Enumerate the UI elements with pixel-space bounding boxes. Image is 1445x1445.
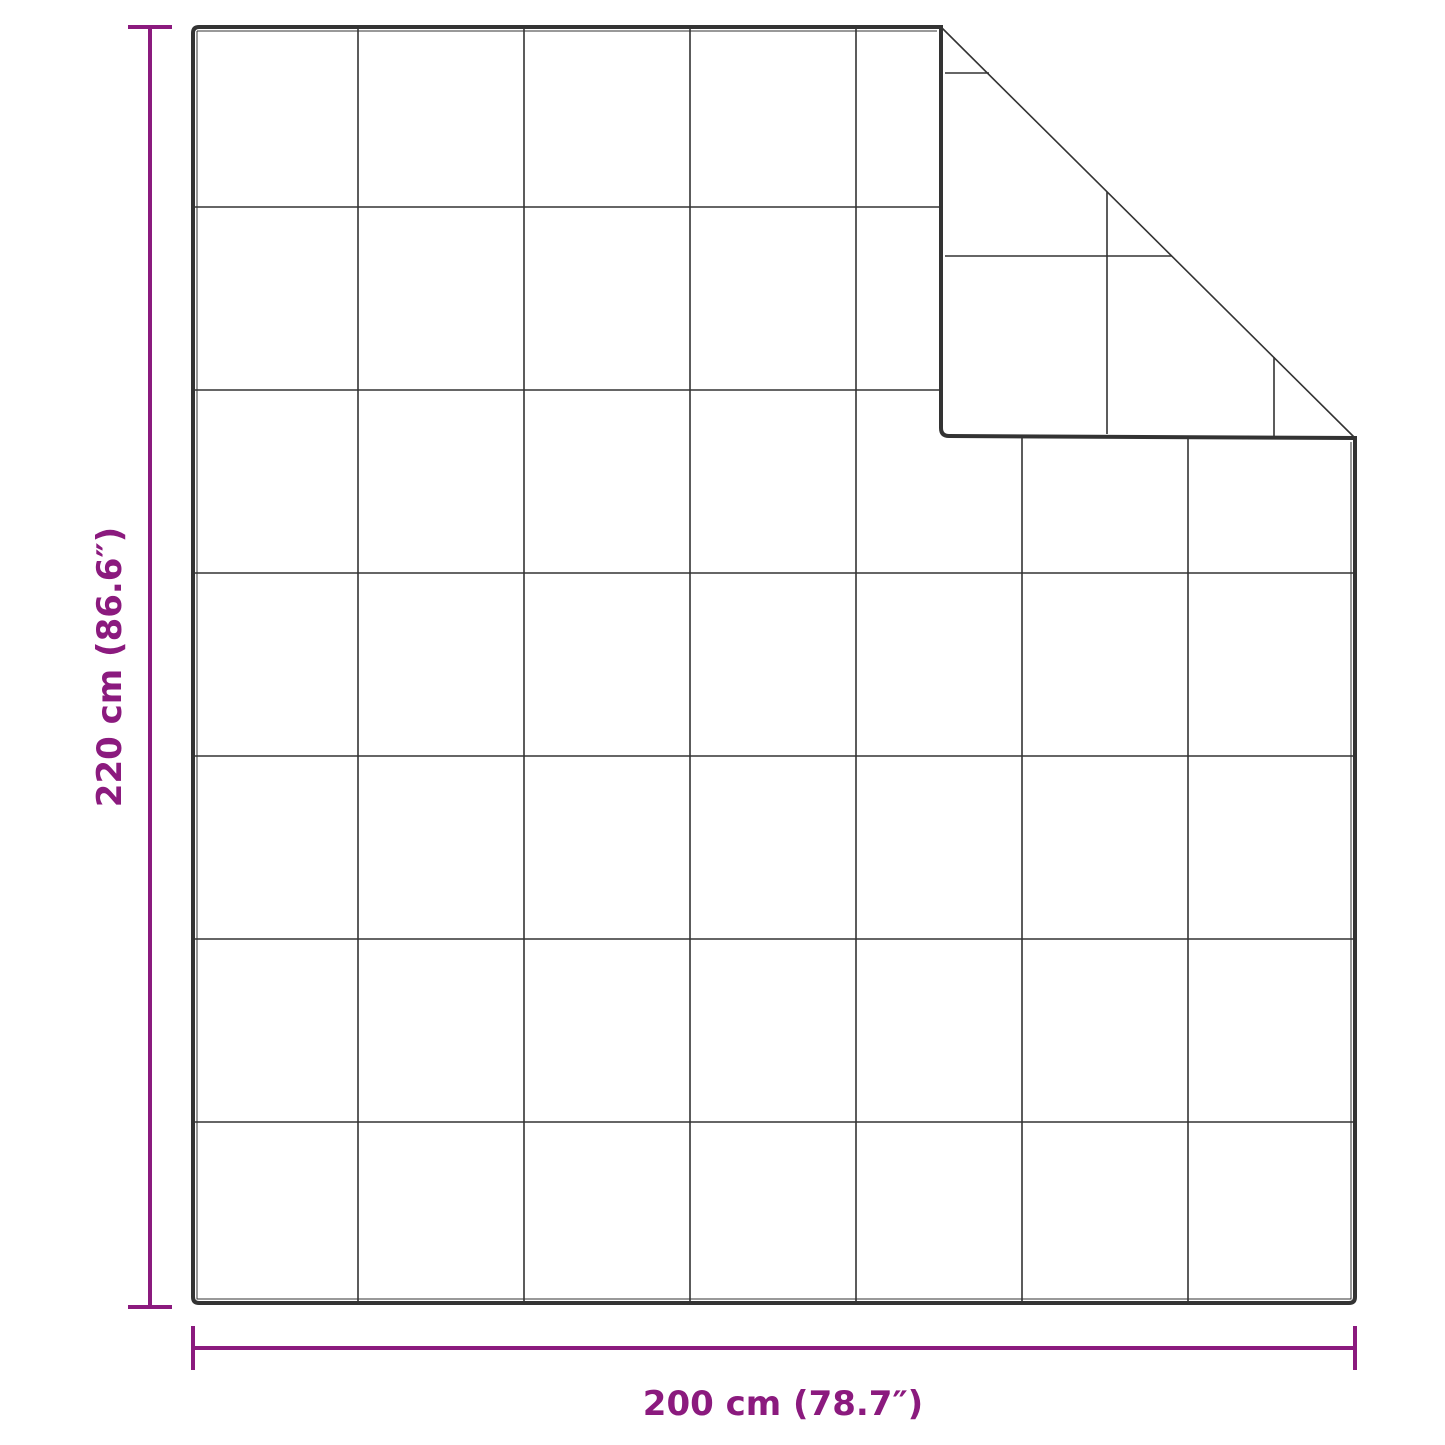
folded-corner <box>940 26 1356 439</box>
blanket <box>191 25 1357 1305</box>
blanket-outline-inner <box>196 30 1352 1300</box>
height-label: 220 cm (86.6″) <box>90 527 130 807</box>
width-dimension <box>191 1326 1357 1370</box>
quilt-grid <box>193 27 1355 1303</box>
height-dimension <box>128 25 172 1309</box>
width-label: 200 cm (78.7″) <box>643 1384 923 1424</box>
blanket-outline <box>191 25 1357 1305</box>
